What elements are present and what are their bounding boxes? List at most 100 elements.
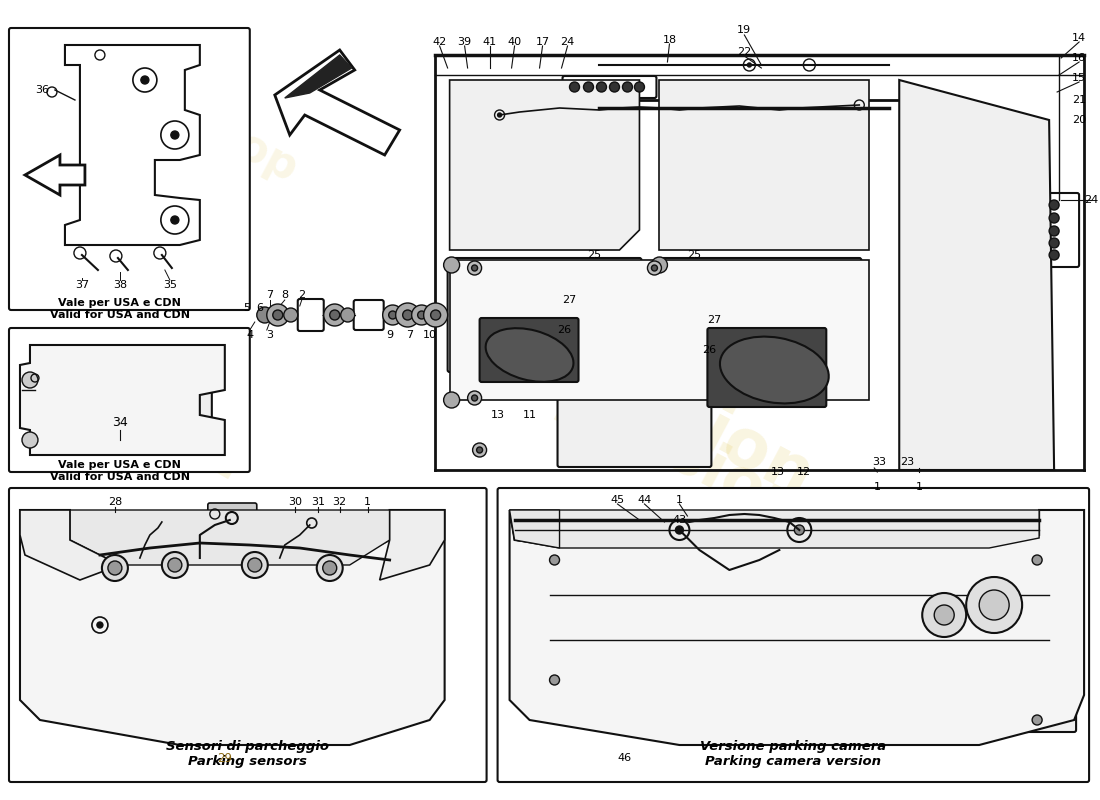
FancyBboxPatch shape — [558, 398, 712, 467]
Circle shape — [267, 304, 289, 326]
Circle shape — [22, 432, 38, 448]
Circle shape — [383, 305, 403, 325]
Circle shape — [418, 311, 426, 319]
Circle shape — [1049, 200, 1059, 210]
Circle shape — [966, 577, 1022, 633]
Text: 26: 26 — [702, 345, 716, 355]
Polygon shape — [70, 510, 389, 565]
Circle shape — [424, 303, 448, 327]
Text: 2: 2 — [298, 290, 306, 300]
Circle shape — [141, 76, 149, 84]
Text: 44: 44 — [637, 495, 651, 505]
Circle shape — [623, 82, 632, 92]
FancyBboxPatch shape — [898, 553, 1076, 732]
Text: 18: 18 — [662, 35, 676, 45]
Polygon shape — [25, 155, 85, 195]
FancyBboxPatch shape — [358, 536, 402, 590]
FancyBboxPatch shape — [9, 328, 250, 472]
FancyBboxPatch shape — [912, 158, 1026, 282]
Circle shape — [651, 265, 658, 271]
Text: 1: 1 — [873, 482, 881, 492]
Text: 15: 15 — [1072, 73, 1086, 83]
Polygon shape — [509, 510, 1085, 745]
FancyBboxPatch shape — [1037, 193, 1079, 267]
FancyBboxPatch shape — [658, 258, 861, 372]
Text: Vale per USA e CDN
Valid for USA and CDN: Vale per USA e CDN Valid for USA and CDN — [50, 460, 190, 482]
Circle shape — [1049, 238, 1059, 248]
FancyBboxPatch shape — [558, 561, 1041, 680]
Text: 30: 30 — [288, 497, 301, 507]
FancyBboxPatch shape — [9, 488, 486, 782]
Text: 24: 24 — [560, 37, 574, 47]
Polygon shape — [20, 345, 224, 455]
Text: 7: 7 — [266, 290, 273, 300]
FancyBboxPatch shape — [73, 593, 172, 652]
Circle shape — [168, 558, 182, 572]
Circle shape — [1032, 715, 1042, 725]
Text: 37: 37 — [75, 280, 89, 290]
Text: 4: 4 — [246, 330, 253, 340]
Circle shape — [162, 552, 188, 578]
Polygon shape — [450, 260, 869, 400]
Text: eu: eu — [133, 382, 262, 498]
Text: 42: 42 — [432, 37, 447, 47]
Text: 1: 1 — [364, 497, 371, 507]
Circle shape — [476, 447, 483, 453]
Text: 43: 43 — [672, 515, 686, 525]
Text: 16: 16 — [1072, 53, 1086, 63]
Text: parts: parts — [684, 538, 855, 662]
Text: passion: passion — [548, 366, 815, 546]
Polygon shape — [65, 45, 200, 245]
FancyBboxPatch shape — [480, 318, 579, 382]
Text: 1: 1 — [675, 495, 683, 505]
Circle shape — [648, 261, 661, 275]
Polygon shape — [285, 55, 352, 98]
FancyBboxPatch shape — [908, 563, 1066, 647]
Circle shape — [1049, 213, 1059, 223]
Circle shape — [922, 593, 966, 637]
Text: 25: 25 — [688, 250, 702, 260]
Polygon shape — [275, 50, 399, 155]
Circle shape — [256, 307, 273, 323]
Circle shape — [443, 392, 460, 408]
Text: 13: 13 — [770, 467, 784, 477]
Text: 20: 20 — [1072, 115, 1086, 125]
Text: 13: 13 — [491, 410, 505, 420]
FancyBboxPatch shape — [908, 653, 1066, 722]
FancyBboxPatch shape — [68, 538, 152, 587]
Ellipse shape — [485, 328, 573, 382]
Circle shape — [934, 605, 954, 625]
FancyBboxPatch shape — [354, 300, 384, 330]
Circle shape — [1049, 226, 1059, 236]
Text: 23: 23 — [900, 457, 914, 467]
Polygon shape — [450, 80, 639, 250]
Polygon shape — [509, 510, 1040, 548]
Text: shop: shop — [178, 97, 305, 191]
Text: 40: 40 — [507, 37, 521, 47]
Text: 27: 27 — [562, 295, 576, 305]
Text: 21: 21 — [1072, 95, 1086, 105]
Circle shape — [97, 622, 103, 628]
Circle shape — [330, 310, 340, 320]
Circle shape — [468, 261, 482, 275]
FancyBboxPatch shape — [208, 503, 256, 525]
Polygon shape — [20, 510, 444, 745]
FancyBboxPatch shape — [707, 328, 826, 407]
Circle shape — [108, 561, 122, 575]
Circle shape — [468, 391, 482, 405]
Text: 10: 10 — [422, 330, 437, 340]
Text: 35: 35 — [163, 280, 177, 290]
Text: 31: 31 — [310, 497, 324, 507]
FancyBboxPatch shape — [80, 598, 129, 617]
Circle shape — [411, 305, 431, 325]
Circle shape — [675, 526, 683, 534]
Text: 26: 26 — [558, 325, 572, 335]
Circle shape — [317, 555, 343, 581]
Circle shape — [273, 310, 283, 320]
Circle shape — [248, 558, 262, 572]
Text: 6: 6 — [256, 303, 263, 313]
Ellipse shape — [719, 337, 828, 403]
Circle shape — [550, 555, 560, 565]
Text: 33: 33 — [872, 457, 887, 467]
Circle shape — [747, 63, 751, 67]
